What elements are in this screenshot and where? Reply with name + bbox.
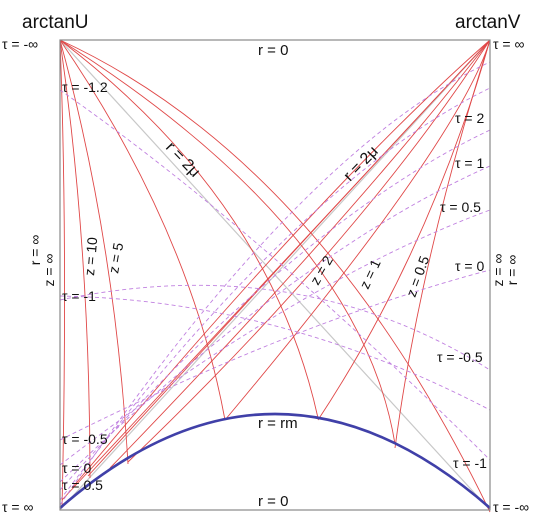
- tau-left-label: τ = -0.5: [62, 431, 108, 447]
- axis-label-right: arctanV: [455, 12, 521, 33]
- corner-bottom-left: τ = ∞: [2, 499, 33, 515]
- corner-top-right: τ = ∞: [493, 36, 524, 52]
- left-r-infinity: r = ∞: [27, 235, 43, 266]
- tau-right-label: τ = 1: [455, 155, 484, 171]
- right-r-infinity: r = ∞: [504, 255, 520, 286]
- axis-label-left: arctanU: [22, 12, 89, 33]
- tau-right-label: τ = -1: [453, 455, 487, 471]
- edge-bottom-label: r = 0: [258, 493, 288, 510]
- tau-left-label: τ = 0.5: [62, 477, 103, 493]
- tau-right-label: τ = 0: [455, 258, 484, 274]
- constant-tau-curves: [59, 61, 491, 506]
- tau-left-label: τ = -1: [62, 288, 96, 304]
- z-label: z = 10: [81, 236, 100, 276]
- tau-right-label: τ = 2: [455, 110, 484, 126]
- diagram-frame: [59, 39, 491, 511]
- z-label: z = 1: [356, 256, 384, 291]
- tau-left-label: τ = 0: [62, 460, 91, 476]
- tau-left-label: τ = -1.2: [62, 79, 108, 95]
- z-label: z = 5: [105, 241, 126, 274]
- corner-top-left: τ = -∞: [2, 36, 38, 52]
- tau-right-label: τ = 0.5: [440, 199, 481, 215]
- right-z-infinity: z = ∞: [490, 254, 506, 287]
- constant-z-curves-right: [61, 39, 491, 501]
- corner-bottom-right: τ = -∞: [493, 499, 529, 515]
- left-z-infinity: z = ∞: [41, 254, 57, 287]
- edge-top-label: r = 0: [258, 42, 288, 59]
- r-min-curve: [59, 412, 491, 509]
- constant-z-curves-left: [59, 39, 491, 513]
- r-min-label: r = rm: [258, 415, 298, 432]
- tau-right-label: τ = -0.5: [437, 349, 483, 365]
